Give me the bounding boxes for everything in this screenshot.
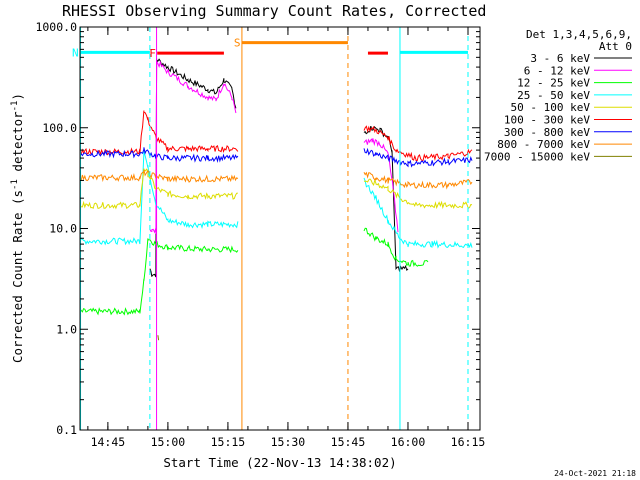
series-line-12-25-kev	[79, 238, 239, 316]
series-line-25-50-kev	[79, 151, 239, 246]
flag-label-s: S	[234, 37, 241, 50]
datestamp: 24-Oct-2021 21:18	[554, 469, 636, 478]
y-tick-label: 1000.0	[35, 20, 77, 34]
x-tick-label: 15:00	[151, 435, 186, 449]
x-tick-label: 16:15	[451, 435, 486, 449]
legend-label-25-50-kev: 25 - 50 keV	[517, 89, 590, 102]
y-axis-label-mid: detector	[10, 111, 25, 179]
x-tick-label: 15:15	[211, 435, 246, 449]
series-line-800-7000-kev	[80, 169, 239, 183]
legend-label-100-300-kev: 100 - 300 keV	[504, 114, 590, 127]
legend-header-2: Att 0	[599, 40, 632, 53]
y-axis-label-sup2: -1	[10, 101, 20, 112]
plot-frame	[79, 26, 481, 431]
series-line-3-6-kev	[149, 58, 237, 278]
series-line-segment2-3	[363, 177, 473, 249]
chart-title: RHESSI Observing Summary Count Rates, Co…	[62, 2, 486, 20]
x-tick-layer: 14:45 15:00 15:15 15:30 15:45 16:00 16:15	[87, 27, 486, 449]
series-line-segment2-4	[363, 178, 473, 210]
series-line-6-12-kev	[149, 59, 237, 234]
legend-header-1: Det 1,3,4,5,6,9,	[526, 28, 632, 41]
series-layer	[79, 58, 473, 341]
x-tick-label: 16:00	[391, 435, 426, 449]
series-line-segment2-7	[363, 171, 473, 190]
vline-layer	[80, 27, 469, 430]
legend-label-6-12-kev: 6 - 12 keV	[524, 64, 591, 77]
series-line-segment2-2	[363, 227, 429, 268]
flag-label-f: F	[149, 47, 156, 60]
series-line-7000-15000-kev	[157, 335, 160, 341]
legend-label-800-7000-kev: 800 - 7000 keV	[497, 138, 590, 151]
legend-label-3-6-kev: 3 - 6 keV	[530, 52, 590, 65]
x-tick-label: 15:45	[331, 435, 366, 449]
y-tick-label: 1.0	[56, 322, 77, 336]
flag-layer: FNS	[72, 37, 468, 60]
y-tick-layer: 0.1 1.0 10.0 100.0 1000.0	[35, 20, 480, 437]
y-tick-label: 100.0	[42, 121, 77, 135]
x-axis-label: Start Time (22-Nov-13 14:38:02)	[163, 455, 396, 470]
series-line-50-100-kev	[79, 168, 238, 210]
series-line-100-300-kev	[79, 110, 239, 156]
legend-label-7000-15000-kev: 7000 - 15000 keV	[484, 150, 590, 163]
legend-label-50-100-kev: 50 - 100 keV	[511, 101, 591, 114]
x-tick-label: 15:30	[271, 435, 306, 449]
series-line-300-800-kev	[79, 147, 239, 163]
y-tick-label: 10.0	[49, 222, 77, 236]
y-axis-label-sup1: -1	[10, 179, 20, 190]
series-line-segment2-6	[363, 147, 473, 168]
y-axis-label-end: )	[10, 93, 25, 101]
series-line-segment2-5	[363, 125, 473, 162]
y-axis-label: Corrected Count Rate (s-1 detector-1)	[10, 93, 25, 363]
legend-label-12-25-kev: 12 - 25 keV	[517, 77, 590, 90]
y-tick-label: 0.1	[56, 423, 77, 437]
flag-label-n: N	[72, 46, 79, 59]
x-tick-label: 14:45	[91, 435, 126, 449]
plot-area: FNS 14:45 15:00 15:15 15:30 15:45 16:00 16:15 …	[35, 20, 485, 449]
y-axis-label-main: Corrected Count Rate (s	[10, 190, 25, 363]
legend-label-300-800-kev: 300 - 800 keV	[504, 126, 590, 139]
